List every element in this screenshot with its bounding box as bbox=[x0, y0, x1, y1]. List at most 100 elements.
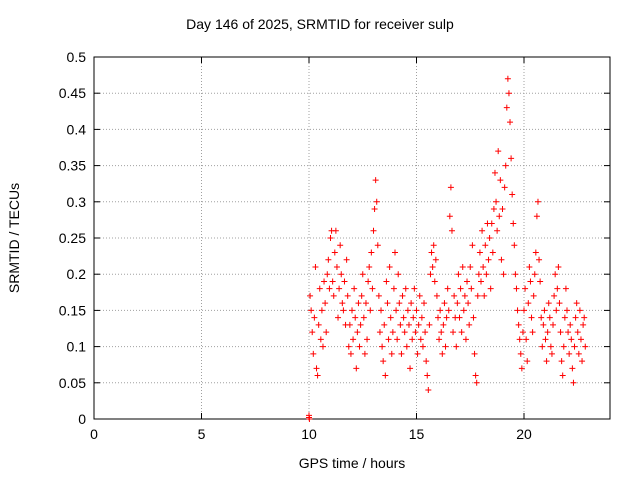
data-point bbox=[341, 278, 348, 285]
data-point bbox=[436, 336, 443, 343]
data-point bbox=[475, 271, 482, 278]
data-point bbox=[352, 314, 359, 321]
x-axis-ticks: 0 5 10 15 20 bbox=[90, 57, 532, 442]
data-point bbox=[417, 336, 424, 343]
data-point bbox=[340, 307, 347, 314]
data-point bbox=[443, 314, 450, 321]
x-tick-label: 5 bbox=[198, 426, 206, 442]
x-axis-label: GPS time / hours bbox=[298, 455, 406, 471]
data-point bbox=[444, 285, 451, 292]
data-point bbox=[324, 271, 331, 278]
data-point bbox=[351, 285, 358, 292]
y-tick-label: 0.5 bbox=[67, 49, 87, 65]
data-point bbox=[495, 148, 502, 155]
data-point bbox=[426, 321, 433, 328]
y-tick-label: 0.4 bbox=[67, 121, 87, 137]
data-point bbox=[469, 242, 476, 249]
data-point bbox=[572, 314, 579, 321]
data-point bbox=[513, 285, 520, 292]
data-point bbox=[534, 198, 541, 205]
data-point bbox=[442, 343, 449, 350]
data-point bbox=[407, 365, 414, 372]
data-point bbox=[465, 300, 472, 307]
data-point bbox=[542, 336, 549, 343]
data-point bbox=[448, 227, 455, 234]
data-point bbox=[323, 329, 330, 336]
data-point bbox=[408, 300, 415, 307]
data-point bbox=[306, 416, 313, 422]
data-point bbox=[412, 329, 419, 336]
data-point bbox=[501, 184, 508, 191]
data-point bbox=[378, 307, 385, 314]
data-point bbox=[419, 343, 426, 350]
data-point bbox=[321, 278, 328, 285]
data-point bbox=[375, 292, 382, 299]
x-tick-label: 20 bbox=[516, 426, 532, 442]
data-point bbox=[557, 329, 564, 336]
data-point bbox=[568, 336, 575, 343]
data-point bbox=[552, 271, 559, 278]
data-point bbox=[562, 285, 569, 292]
data-point bbox=[539, 343, 546, 350]
data-point bbox=[327, 235, 334, 241]
data-point bbox=[515, 321, 522, 328]
data-point bbox=[437, 307, 444, 314]
data-point bbox=[577, 336, 584, 343]
data-point bbox=[524, 358, 531, 365]
data-point bbox=[362, 300, 369, 307]
data-point bbox=[532, 249, 539, 256]
data-point bbox=[431, 278, 438, 285]
data-point bbox=[450, 329, 457, 336]
data-point bbox=[537, 278, 544, 285]
data-point bbox=[373, 198, 380, 205]
data-point bbox=[505, 90, 512, 97]
data-point bbox=[544, 329, 551, 336]
data-point bbox=[488, 220, 495, 227]
data-point bbox=[548, 350, 555, 357]
data-point bbox=[516, 336, 523, 343]
data-point bbox=[386, 263, 393, 270]
data-point bbox=[438, 329, 445, 336]
data-point bbox=[439, 350, 446, 357]
data-point bbox=[429, 263, 436, 270]
data-point bbox=[458, 329, 465, 336]
data-point bbox=[369, 285, 376, 292]
data-point bbox=[564, 307, 570, 314]
data-point bbox=[521, 307, 527, 314]
data-point bbox=[396, 300, 403, 307]
data-point bbox=[393, 307, 400, 314]
grid-lines bbox=[94, 57, 610, 419]
data-point bbox=[349, 307, 355, 314]
y-tick-label: 0.45 bbox=[59, 85, 86, 101]
data-point bbox=[574, 329, 581, 336]
data-point bbox=[504, 75, 511, 82]
data-point bbox=[462, 336, 469, 343]
data-point bbox=[329, 278, 336, 285]
data-point bbox=[387, 314, 394, 321]
data-point bbox=[466, 321, 473, 328]
data-point bbox=[561, 314, 568, 321]
data-point bbox=[422, 329, 429, 336]
chart-title: Day 146 of 2025, SRMTID for receiver sul… bbox=[186, 16, 454, 32]
data-point bbox=[551, 292, 558, 299]
data-point bbox=[367, 307, 374, 314]
data-point bbox=[344, 292, 351, 299]
data-point bbox=[376, 329, 383, 336]
data-point bbox=[472, 372, 479, 379]
data-point bbox=[464, 278, 471, 285]
data-point bbox=[451, 292, 458, 299]
data-point bbox=[418, 314, 425, 321]
data-point bbox=[398, 350, 405, 357]
y-tick-label: 0.25 bbox=[59, 230, 86, 246]
data-point bbox=[455, 271, 462, 278]
data-point bbox=[312, 263, 319, 270]
data-point bbox=[538, 314, 545, 321]
data-point bbox=[508, 155, 515, 162]
y-tick-label: 0.35 bbox=[59, 158, 86, 174]
data-point bbox=[468, 285, 475, 292]
data-point bbox=[307, 292, 314, 299]
y-tick-label: 0.1 bbox=[67, 339, 87, 355]
data-point bbox=[476, 249, 483, 256]
data-point bbox=[547, 343, 554, 350]
data-point bbox=[314, 372, 321, 379]
